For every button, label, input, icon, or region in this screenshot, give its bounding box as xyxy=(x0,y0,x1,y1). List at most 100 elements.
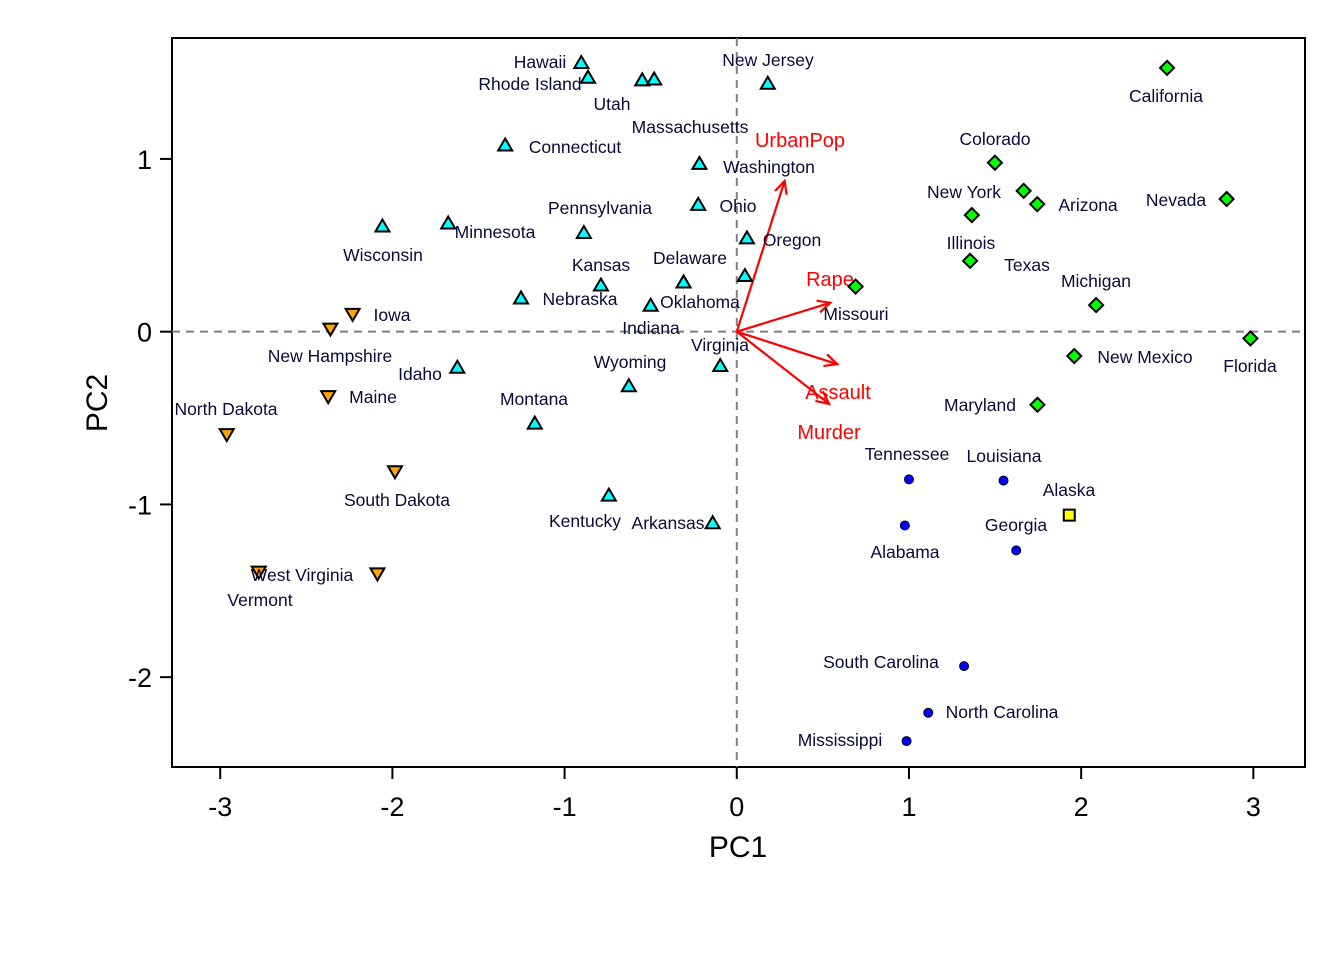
point-label: Virginia xyxy=(691,335,749,355)
point-south-dakota xyxy=(386,465,404,481)
point-kentucky xyxy=(600,486,618,502)
point-label: Idaho xyxy=(398,364,442,384)
point-label: Oregon xyxy=(763,230,821,250)
point-kansas xyxy=(592,276,610,292)
x-axis-label: PC1 xyxy=(709,831,767,864)
point-label: Georgia xyxy=(985,515,1048,535)
point-label: Pennsylvania xyxy=(548,198,652,218)
y-tick-label: 0 xyxy=(137,318,152,348)
point-label: New York xyxy=(927,182,1001,202)
point-texas xyxy=(961,252,979,270)
point-label: Mississippi xyxy=(798,730,883,750)
point-new-mexico xyxy=(1065,347,1083,365)
point-label: Utah xyxy=(594,94,631,114)
point-iowa xyxy=(343,307,362,323)
point-washington xyxy=(690,154,709,170)
point-label: Ohio xyxy=(720,196,757,216)
point-label: Michigan xyxy=(1061,271,1131,291)
point-wyoming xyxy=(620,377,638,393)
loading-label: Rape xyxy=(806,269,854,291)
y-tick-label: 1 xyxy=(137,145,152,175)
arrowhead xyxy=(823,353,840,368)
point-label: Maryland xyxy=(944,395,1016,415)
point-label: California xyxy=(1129,86,1203,106)
point-tennessee xyxy=(903,474,914,485)
point-label: South Carolina xyxy=(823,652,939,672)
point-idaho xyxy=(448,358,467,374)
arrowhead xyxy=(774,178,788,195)
point-label: Florida xyxy=(1223,356,1277,376)
point-montana xyxy=(526,414,544,430)
point-label: North Dakota xyxy=(174,399,277,419)
point-label: Arkansas xyxy=(632,513,705,533)
point-alaska xyxy=(1062,508,1076,522)
point-utah xyxy=(633,71,651,87)
point-maine xyxy=(319,390,337,406)
point-rhode-island xyxy=(579,68,597,84)
point-minnesota xyxy=(439,214,457,230)
point-label: New Jersey xyxy=(722,50,814,70)
point-label: Indiana xyxy=(622,318,680,338)
loading-arrow-urbanpop xyxy=(735,180,786,333)
point-mississippi xyxy=(901,736,912,747)
point-label: New Mexico xyxy=(1097,347,1192,367)
point-wisconsin xyxy=(373,217,392,233)
point-label: Tennessee xyxy=(865,444,950,464)
arrowhead xyxy=(816,299,833,314)
point-new-hampshire xyxy=(321,322,340,338)
y-axis-label: PC2 xyxy=(81,374,114,432)
point-label: Vermont xyxy=(227,590,292,610)
plot-frame xyxy=(171,37,1306,768)
point-label: Washington xyxy=(723,157,815,177)
point-label: Missouri xyxy=(823,304,888,324)
y-tick-label: -2 xyxy=(128,663,152,693)
point-label: West Virginia xyxy=(251,565,354,585)
point-label: Connecticut xyxy=(529,137,622,157)
point-new-jersey xyxy=(759,74,777,90)
loading-label: UrbanPop xyxy=(755,130,845,152)
point-label: Texas xyxy=(1004,255,1050,275)
point-label: Colorado xyxy=(959,129,1030,149)
point-nebraska xyxy=(512,289,530,305)
point-colorado xyxy=(986,154,1004,172)
point-hawaii xyxy=(572,54,591,70)
point-arkansas xyxy=(703,514,722,530)
point-georgia xyxy=(1011,545,1022,556)
x-tick-label: -3 xyxy=(208,792,232,822)
point-missouri xyxy=(847,278,865,296)
loading-label: Murder xyxy=(797,422,861,444)
point-label: Arizona xyxy=(1058,195,1118,215)
point-louisiana xyxy=(998,475,1009,486)
point-delaware xyxy=(736,267,754,283)
x-tick-label: 1 xyxy=(901,792,916,822)
loading-arrow-murder xyxy=(736,330,830,405)
x-tick-label: -2 xyxy=(380,792,404,822)
point-illinois xyxy=(963,206,981,224)
loading-arrow-assault xyxy=(736,330,838,366)
point-label: Montana xyxy=(500,389,568,409)
point-label: Louisiana xyxy=(967,446,1042,466)
point-oregon xyxy=(738,229,756,245)
point-label: Wisconsin xyxy=(343,245,423,265)
point-label: Kentucky xyxy=(549,511,621,531)
point-arizona xyxy=(1028,195,1046,213)
point-label: Hawaii xyxy=(514,52,567,72)
x-tick-label: 3 xyxy=(1246,792,1261,822)
point-label: Wyoming xyxy=(594,352,667,372)
x-tick-label: 0 xyxy=(729,792,744,822)
point-label: Iowa xyxy=(374,305,411,325)
point-label: North Carolina xyxy=(946,702,1059,722)
point-west-virginia xyxy=(368,567,387,583)
point-label: Nevada xyxy=(1146,190,1207,210)
point-label: Oklahoma xyxy=(660,292,740,312)
point-label: Rhode Island xyxy=(478,74,581,94)
point-alabama xyxy=(899,520,910,531)
point-label: Maine xyxy=(349,387,397,407)
point-label: Alabama xyxy=(870,542,939,562)
point-virginia xyxy=(711,357,729,373)
point-north-dakota xyxy=(218,428,236,444)
point-label: New Hampshire xyxy=(268,346,392,366)
point-north-carolina xyxy=(923,707,934,718)
point-label: Kansas xyxy=(572,255,631,275)
